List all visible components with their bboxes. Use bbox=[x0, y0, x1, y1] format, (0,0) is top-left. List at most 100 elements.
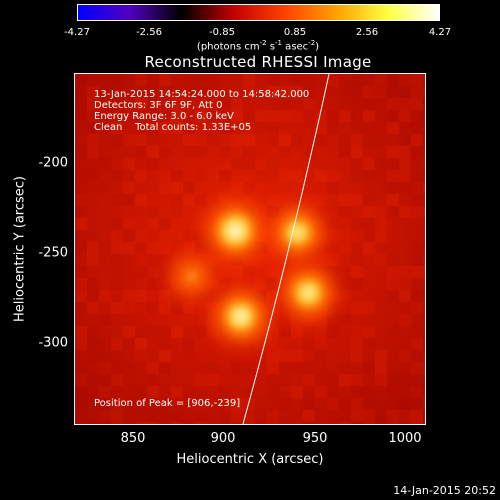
texture-pixel bbox=[195, 86, 207, 98]
y-tick-label: -250 bbox=[38, 245, 68, 261]
texture-pixel bbox=[111, 122, 123, 134]
colorbar-tick: -4.27 bbox=[64, 27, 90, 38]
texture-pixel bbox=[279, 194, 291, 206]
source-glow bbox=[228, 223, 243, 238]
texture-pixel bbox=[147, 218, 159, 230]
texture-pixel bbox=[243, 386, 255, 398]
texture-pixel bbox=[423, 410, 425, 422]
texture-pixel bbox=[363, 242, 375, 254]
texture-pixel bbox=[375, 410, 387, 422]
texture-pixel bbox=[303, 86, 315, 98]
texture-pixel bbox=[75, 302, 87, 314]
texture-pixel bbox=[351, 134, 363, 146]
texture-pixel bbox=[159, 350, 171, 362]
texture-pixel bbox=[159, 122, 171, 134]
texture-pixel bbox=[171, 410, 183, 422]
texture-pixel bbox=[267, 374, 279, 386]
texture-pixel bbox=[75, 410, 87, 422]
texture-pixel bbox=[147, 134, 159, 146]
texture-pixel bbox=[267, 194, 279, 206]
texture-pixel bbox=[207, 362, 219, 374]
texture-pixel bbox=[111, 278, 123, 290]
texture-pixel bbox=[219, 266, 231, 278]
texture-pixel bbox=[411, 134, 423, 146]
texture-pixel bbox=[123, 194, 135, 206]
texture-pixel bbox=[243, 86, 255, 98]
emission-source bbox=[270, 205, 325, 260]
texture-pixel bbox=[75, 386, 87, 398]
texture-pixel bbox=[111, 74, 123, 86]
texture-pixel bbox=[363, 326, 375, 338]
texture-pixel bbox=[183, 350, 195, 362]
texture-pixel bbox=[387, 254, 399, 266]
texture-pixel bbox=[111, 134, 123, 146]
texture-pixel bbox=[147, 254, 159, 266]
texture-pixel bbox=[111, 194, 123, 206]
texture-pixel bbox=[123, 230, 135, 242]
texture-pixel bbox=[195, 230, 207, 242]
texture-pixel bbox=[147, 158, 159, 170]
texture-pixel bbox=[99, 362, 111, 374]
texture-pixel bbox=[135, 230, 147, 242]
texture-pixel bbox=[279, 110, 291, 122]
texture-pixel bbox=[291, 134, 303, 146]
texture-pixel bbox=[315, 422, 327, 424]
texture-pixel bbox=[195, 218, 207, 230]
texture-pixel bbox=[339, 86, 351, 98]
texture-pixel bbox=[387, 170, 399, 182]
texture-pixel bbox=[183, 110, 195, 122]
texture-pixel bbox=[279, 326, 291, 338]
texture-pixel bbox=[399, 86, 411, 98]
texture-pixel bbox=[303, 374, 315, 386]
texture-pixel bbox=[111, 398, 123, 410]
texture-pixel bbox=[75, 278, 87, 290]
texture-pixel bbox=[399, 398, 411, 410]
image-texture bbox=[75, 74, 425, 424]
texture-pixel bbox=[267, 110, 279, 122]
texture-pixel bbox=[387, 266, 399, 278]
texture-pixel bbox=[375, 362, 387, 374]
texture-pixel bbox=[99, 182, 111, 194]
texture-pixel bbox=[123, 338, 135, 350]
texture-pixel bbox=[123, 362, 135, 374]
texture-pixel bbox=[363, 194, 375, 206]
texture-pixel bbox=[135, 170, 147, 182]
texture-pixel bbox=[411, 194, 423, 206]
texture-pixel bbox=[303, 386, 315, 398]
texture-pixel bbox=[351, 158, 363, 170]
texture-pixel bbox=[171, 302, 183, 314]
texture-pixel bbox=[423, 350, 425, 362]
texture-pixel bbox=[399, 266, 411, 278]
texture-pixel bbox=[267, 338, 279, 350]
texture-pixel bbox=[159, 146, 171, 158]
texture-pixel bbox=[339, 362, 351, 374]
texture-pixel bbox=[183, 338, 195, 350]
colorbar-tick: -0.85 bbox=[209, 27, 235, 38]
texture-pixel bbox=[111, 410, 123, 422]
texture-pixel bbox=[423, 110, 425, 122]
texture-pixel bbox=[351, 86, 363, 98]
texture-pixel bbox=[231, 266, 243, 278]
texture-pixel bbox=[375, 158, 387, 170]
texture-pixel bbox=[363, 134, 375, 146]
colorbar-units: (photons cm-2 s-1 asec-2) bbox=[196, 39, 320, 53]
texture-pixel bbox=[411, 386, 423, 398]
texture-pixel bbox=[363, 110, 375, 122]
texture-pixel bbox=[351, 242, 363, 254]
texture-pixel bbox=[87, 374, 99, 386]
texture-pixel bbox=[195, 374, 207, 386]
texture-pixel bbox=[327, 230, 339, 242]
texture-pixel bbox=[147, 410, 159, 422]
texture-pixel bbox=[279, 134, 291, 146]
texture-pixel bbox=[327, 110, 339, 122]
texture-pixel bbox=[135, 350, 147, 362]
texture-pixel bbox=[147, 146, 159, 158]
texture-pixel bbox=[267, 278, 279, 290]
texture-pixel bbox=[75, 98, 87, 110]
texture-pixel bbox=[99, 398, 111, 410]
texture-pixel bbox=[315, 206, 327, 218]
texture-pixel bbox=[363, 338, 375, 350]
texture-pixel bbox=[195, 146, 207, 158]
texture-pixel bbox=[123, 266, 135, 278]
texture-pixel bbox=[87, 338, 99, 350]
